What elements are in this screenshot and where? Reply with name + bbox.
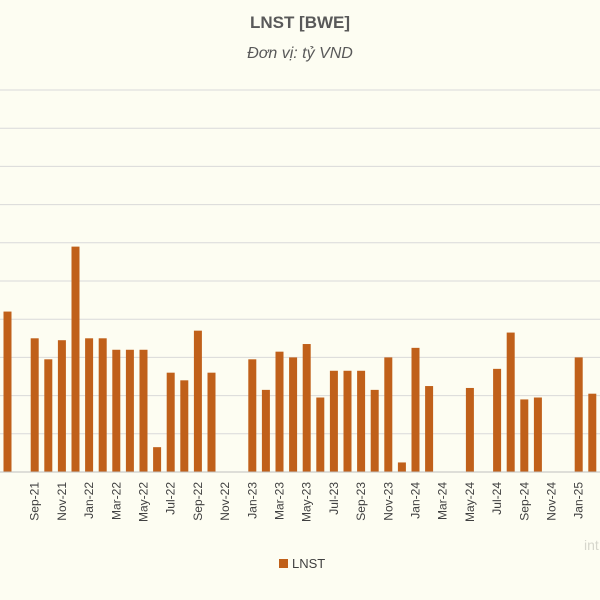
- x-tick-label: Mar-23: [273, 482, 287, 520]
- x-tick-label: Mar-24: [436, 482, 450, 520]
- bar-oct-21: [44, 359, 53, 472]
- bar-feb-24: [425, 386, 434, 472]
- x-tick-label: Jul-23: [327, 482, 341, 515]
- x-tick-label: Nov-23: [381, 482, 395, 521]
- bar-dec-23: [397, 462, 406, 472]
- bar-jan-24: [411, 347, 420, 472]
- x-tick-label: Jan-23: [245, 482, 259, 519]
- bar-jun-22: [153, 447, 162, 472]
- x-tick-label: Jul-22: [164, 482, 178, 515]
- bar-sep-23: [357, 370, 366, 472]
- bar-feb-22: [98, 338, 107, 472]
- bar-jul-22: [166, 372, 175, 472]
- bar-apr-22: [125, 349, 134, 472]
- x-tick-label: Jan-25: [572, 482, 586, 519]
- bar-oct-24: [533, 397, 542, 472]
- bar-mar-22: [112, 349, 121, 472]
- x-tick-label: Mar-22: [109, 482, 123, 520]
- legend: LNST: [279, 556, 325, 571]
- bar-jul-24: [493, 368, 502, 472]
- chart-subtitle: Đơn vị: tỷ VND: [247, 45, 353, 62]
- bar-dec-21: [71, 246, 80, 472]
- bar-aug-23: [343, 370, 352, 472]
- bar-mar-23: [275, 351, 284, 472]
- bar-sep-24: [520, 399, 529, 472]
- legend-swatch: [279, 559, 288, 568]
- bar-jan-25: [574, 357, 583, 472]
- bar-nov-21: [57, 340, 66, 472]
- bar-aug-24: [506, 332, 515, 472]
- bar-jun-23: [316, 397, 325, 472]
- bar-sep-22: [193, 330, 202, 472]
- x-tick-label: Mar-25: [599, 482, 600, 520]
- x-tick-label: Jan-24: [409, 482, 423, 519]
- bar-may-23: [302, 344, 311, 472]
- bar-aug-22: [180, 380, 189, 472]
- x-tick-label: May-24: [463, 482, 477, 522]
- x-tick-label: Jan-22: [82, 482, 96, 519]
- x-tick-label: Sep-23: [354, 482, 368, 521]
- x-tick-label: May-22: [137, 482, 151, 522]
- bar-jul-23: [329, 370, 338, 472]
- x-tick-label: Jul-24: [490, 482, 504, 515]
- x-tick-label: Nov-24: [545, 482, 559, 521]
- watermark: int: [584, 537, 599, 553]
- bar-jul-21: [3, 311, 12, 472]
- bar-oct-23: [370, 389, 379, 472]
- x-tick-label: Nov-22: [218, 482, 232, 521]
- bar-jan-23: [248, 359, 257, 472]
- bar-may-24: [465, 387, 474, 472]
- legend-label: LNST: [292, 556, 325, 571]
- bar-jan-22: [85, 338, 94, 472]
- bar-apr-23: [289, 357, 298, 472]
- bar-nov-23: [384, 357, 393, 472]
- bar-may-22: [139, 349, 148, 472]
- bar-sep-21: [30, 338, 39, 472]
- bar-oct-22: [207, 372, 216, 472]
- x-tick-label: Sep-24: [517, 482, 531, 521]
- chart-title: LNST [BWE]: [250, 13, 350, 32]
- bar-feb-23: [261, 389, 270, 472]
- bar-series: [3, 246, 597, 472]
- x-tick-label: May-23: [300, 482, 314, 522]
- x-tick-label: Sep-21: [28, 482, 42, 521]
- x-tick-label: Sep-22: [191, 482, 205, 521]
- x-tick-label: Nov-21: [55, 482, 69, 521]
- bar-feb-25: [588, 393, 597, 472]
- x-axis-ticks: Sep-21 Nov-21 Jan-22 Mar-22 May-22 Jul-22 Sep-…: [28, 482, 600, 522]
